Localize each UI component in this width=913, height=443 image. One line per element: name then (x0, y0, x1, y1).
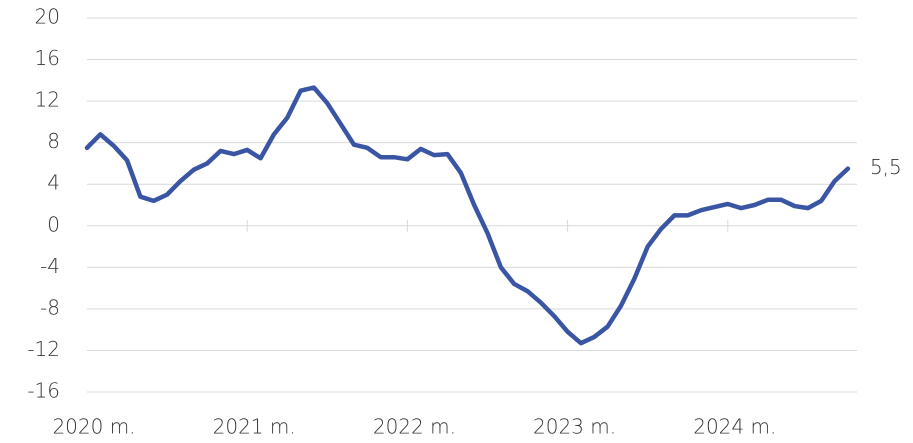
x-tick-label: 2022 m. (373, 415, 456, 439)
y-tick-label: -12 (27, 337, 60, 361)
x-tick-label: 2024 m. (693, 415, 776, 439)
y-tick-label: -8 (40, 295, 60, 319)
y-tick-label: 16 (35, 46, 60, 70)
x-tick-label: 2023 m. (533, 415, 616, 439)
y-tick-label: 20 (35, 5, 60, 29)
y-tick-label: 12 (35, 88, 60, 112)
line (84, 85, 851, 346)
x-tick-label: 2021 m. (213, 415, 296, 439)
y-tick-label: 0 (47, 212, 60, 236)
y-tick-label: 4 (47, 171, 60, 195)
y-tick-label: 8 (47, 129, 60, 153)
y-tick-label: -4 (40, 254, 60, 278)
y-tick-label: -16 (27, 379, 60, 403)
x-tick-label: 2020 m. (52, 415, 135, 439)
data-label: 5,5 (870, 155, 902, 179)
